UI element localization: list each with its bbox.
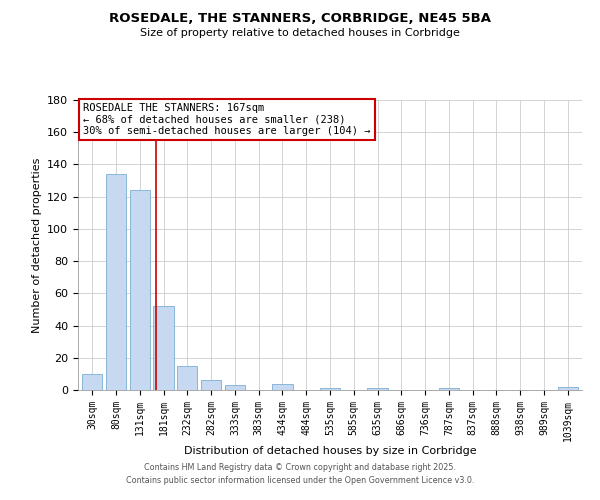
Bar	[320, 388, 340, 390]
Bar	[177, 366, 197, 390]
Bar	[439, 388, 459, 390]
Bar	[367, 388, 388, 390]
Bar	[82, 374, 103, 390]
X-axis label: Distribution of detached houses by size in Corbridge: Distribution of detached houses by size …	[184, 446, 476, 456]
Y-axis label: Number of detached properties: Number of detached properties	[32, 158, 41, 332]
Bar	[130, 190, 150, 390]
Text: ROSEDALE THE STANNERS: 167sqm
← 68% of detached houses are smaller (238)
30% of : ROSEDALE THE STANNERS: 167sqm ← 68% of d…	[83, 103, 371, 136]
Text: ROSEDALE, THE STANNERS, CORBRIDGE, NE45 5BA: ROSEDALE, THE STANNERS, CORBRIDGE, NE45 …	[109, 12, 491, 26]
Text: Contains HM Land Registry data © Crown copyright and database right 2025.: Contains HM Land Registry data © Crown c…	[144, 464, 456, 472]
Text: Contains public sector information licensed under the Open Government Licence v3: Contains public sector information licen…	[126, 476, 474, 485]
Bar	[154, 306, 173, 390]
Bar	[272, 384, 293, 390]
Bar	[225, 385, 245, 390]
Bar	[106, 174, 126, 390]
Bar	[201, 380, 221, 390]
Bar	[557, 387, 578, 390]
Text: Size of property relative to detached houses in Corbridge: Size of property relative to detached ho…	[140, 28, 460, 38]
